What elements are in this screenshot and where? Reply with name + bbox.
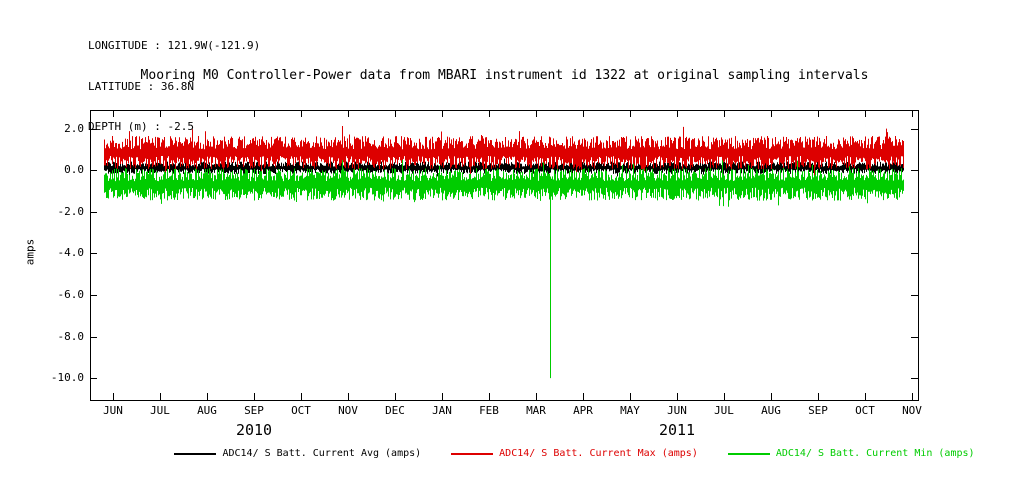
- x-tick-label: JUN: [103, 404, 123, 417]
- x-tick-label: AUG: [197, 404, 217, 417]
- station-info: LONGITUDE : 121.9W(-121.9) LATITUDE : 36…: [88, 12, 260, 161]
- x-tick-label: SEP: [244, 404, 264, 417]
- y-tick-label: -10.0: [50, 371, 84, 385]
- legend-item: ADC14/ S Batt. Current Max (amps): [451, 448, 698, 459]
- x-tick-label: AUG: [761, 404, 781, 417]
- depth-label: DEPTH (m) : -2.5: [88, 120, 194, 133]
- x-tick-label: MAR: [526, 404, 546, 417]
- x-tick-label: APR: [573, 404, 593, 417]
- legend-item: ADC14/ S Batt. Current Avg (amps): [174, 448, 421, 459]
- legend: ADC14/ S Batt. Current Avg (amps) ADC14/ …: [150, 448, 999, 459]
- x-tick-label: JUL: [150, 404, 170, 417]
- x-tick-label: OCT: [291, 404, 311, 417]
- x-tick-label: NOV: [338, 404, 358, 417]
- x-tick-label: FEB: [479, 404, 499, 417]
- x-tick-label: JAN: [432, 404, 452, 417]
- y-tick-label: -8.0: [57, 329, 85, 343]
- legend-line-swatch: [174, 452, 217, 455]
- legend-label: ADC14/ S Batt. Current Max (amps): [499, 448, 698, 459]
- x-tick-label: JUL: [714, 404, 734, 417]
- x-tick-label: MAY: [620, 404, 640, 417]
- x-tick-label: DEC: [385, 404, 405, 417]
- y-tick-label: 2.0: [64, 121, 84, 135]
- legend-item: ADC14/ S Batt. Current Min (amps): [727, 448, 975, 459]
- x-tick-label: OCT: [855, 404, 875, 417]
- plot-title: Mooring M0 Controller-Power data from MB…: [140, 68, 869, 83]
- x-tick-label: JUN: [667, 404, 687, 417]
- year-label: 2010: [235, 421, 273, 439]
- y-tick-label: -6.0: [57, 288, 85, 302]
- x-tick-label: NOV: [902, 404, 922, 417]
- y-tick-label: 0.0: [64, 163, 84, 177]
- longitude-label: LONGITUDE : 121.9W(-121.9): [88, 39, 261, 52]
- legend-line-swatch: [451, 452, 494, 455]
- legend-label: ADC14/ S Batt. Current Min (amps): [775, 448, 975, 459]
- latitude-label: LATITUDE : 36.8N: [88, 79, 194, 93]
- y-tick-label: -4.0: [57, 246, 85, 260]
- year-label: 2011: [658, 421, 696, 439]
- x-tick-label: SEP: [808, 404, 828, 417]
- legend-label: ADC14/ S Batt. Current Avg (amps): [222, 448, 422, 459]
- legend-line-swatch: [727, 452, 770, 455]
- y-tick-label: -2.0: [57, 204, 85, 218]
